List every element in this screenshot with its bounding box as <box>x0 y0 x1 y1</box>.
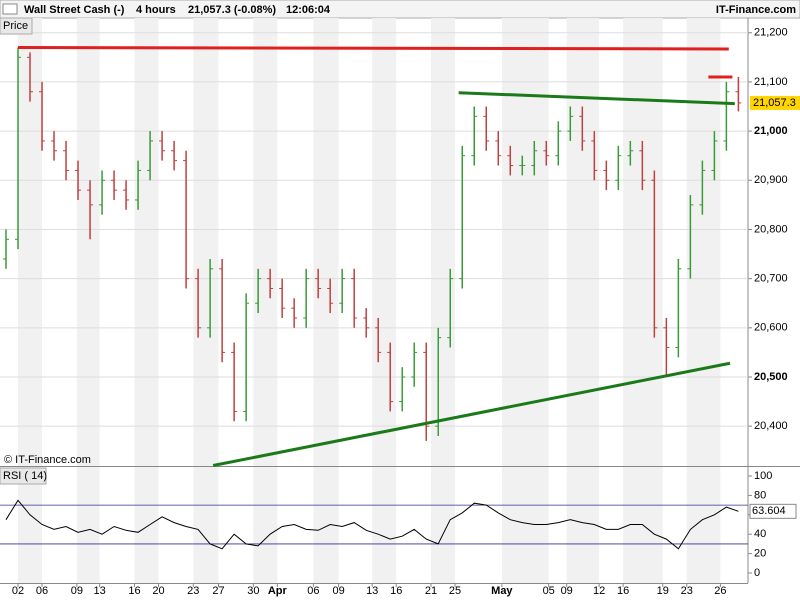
y-tick-label: 20,700 <box>754 273 788 285</box>
y-tick-label: 40 <box>754 528 766 540</box>
x-tick-label: 23 <box>681 585 693 597</box>
panel-title-box <box>0 17 33 35</box>
panel-title-box <box>0 467 47 485</box>
y-tick-label: 20,400 <box>754 420 788 432</box>
last-value-box <box>749 503 797 519</box>
y-tick-label: 100 <box>754 470 772 482</box>
x-tick-label: 19 <box>657 585 669 597</box>
y-tick-label: 80 <box>754 489 766 501</box>
x-tick-label: 25 <box>449 585 461 597</box>
x-tick-label: 13 <box>366 585 378 597</box>
logo-icon <box>2 3 18 15</box>
bg-stripe <box>313 18 339 583</box>
x-tick-label: 09 <box>561 585 573 597</box>
x-tick-label: 20 <box>152 585 164 597</box>
y-tick-label: 21,100 <box>754 76 788 88</box>
x-tick-label: 26 <box>714 585 726 597</box>
x-tick-label: 06 <box>36 585 48 597</box>
y-tick-label: 20,500 <box>754 371 788 383</box>
x-tick-label: 21 <box>425 585 437 597</box>
bg-stripe <box>193 18 219 583</box>
time: 12:06:04 <box>286 4 331 16</box>
x-tick-label: 30 <box>247 585 259 597</box>
x-tick-label: 16 <box>617 585 629 597</box>
trendline <box>18 46 729 51</box>
x-tick-label: 02 <box>12 585 24 597</box>
y-tick-label: 20,600 <box>754 322 788 334</box>
x-tick-label: 09 <box>332 585 344 597</box>
x-tick-label: 12 <box>593 585 605 597</box>
header-bar <box>0 0 800 19</box>
x-tick-label: 06 <box>307 585 319 597</box>
bg-stripe <box>566 18 600 583</box>
trendline <box>212 361 731 467</box>
quote: 21,057.3 (-0.08%) <box>188 4 276 16</box>
y-tick-label: 20,800 <box>754 223 788 235</box>
bg-stripe <box>686 18 721 583</box>
copyright: © IT-Finance.com <box>4 454 91 466</box>
panel-title: RSI ( 14) <box>3 470 47 482</box>
bg-stripe <box>253 18 278 583</box>
y-tick-label: 21,200 <box>754 27 788 39</box>
x-tick-label: 27 <box>212 585 224 597</box>
last-price-label: 21,057.3 <box>753 97 796 109</box>
brand: IT-Finance.com <box>716 4 796 16</box>
x-tick-label: Apr <box>268 585 288 597</box>
y-tick-label: 0 <box>754 567 760 579</box>
last-value-label: 63.604 <box>752 505 786 517</box>
y-tick-label: 20,900 <box>754 174 788 186</box>
rsi-line <box>5 499 739 550</box>
trendline <box>458 91 735 106</box>
instrument: Wall Street Cash (-) <box>24 4 125 16</box>
bg-stripe <box>431 18 456 583</box>
bg-stripe <box>134 18 159 583</box>
bg-stripe <box>623 18 663 583</box>
panel-title: Price <box>3 20 28 32</box>
x-tick-label: 23 <box>187 585 199 597</box>
x-tick-label: 05 <box>543 585 555 597</box>
last-price-box <box>750 95 800 110</box>
x-tick-label: May <box>491 585 513 597</box>
x-tick-label: 13 <box>94 585 106 597</box>
x-tick-label: 16 <box>390 585 402 597</box>
bg-stripe <box>372 18 397 583</box>
y-tick-label: 21,000 <box>754 125 788 137</box>
y-tick-label: 20 <box>754 548 766 560</box>
bg-stripe <box>18 18 43 583</box>
bg-stripe <box>76 18 100 583</box>
bg-stripe <box>501 18 549 583</box>
x-tick-label: 16 <box>128 585 140 597</box>
period: 4 hours <box>136 4 176 16</box>
x-tick-label: 09 <box>71 585 83 597</box>
